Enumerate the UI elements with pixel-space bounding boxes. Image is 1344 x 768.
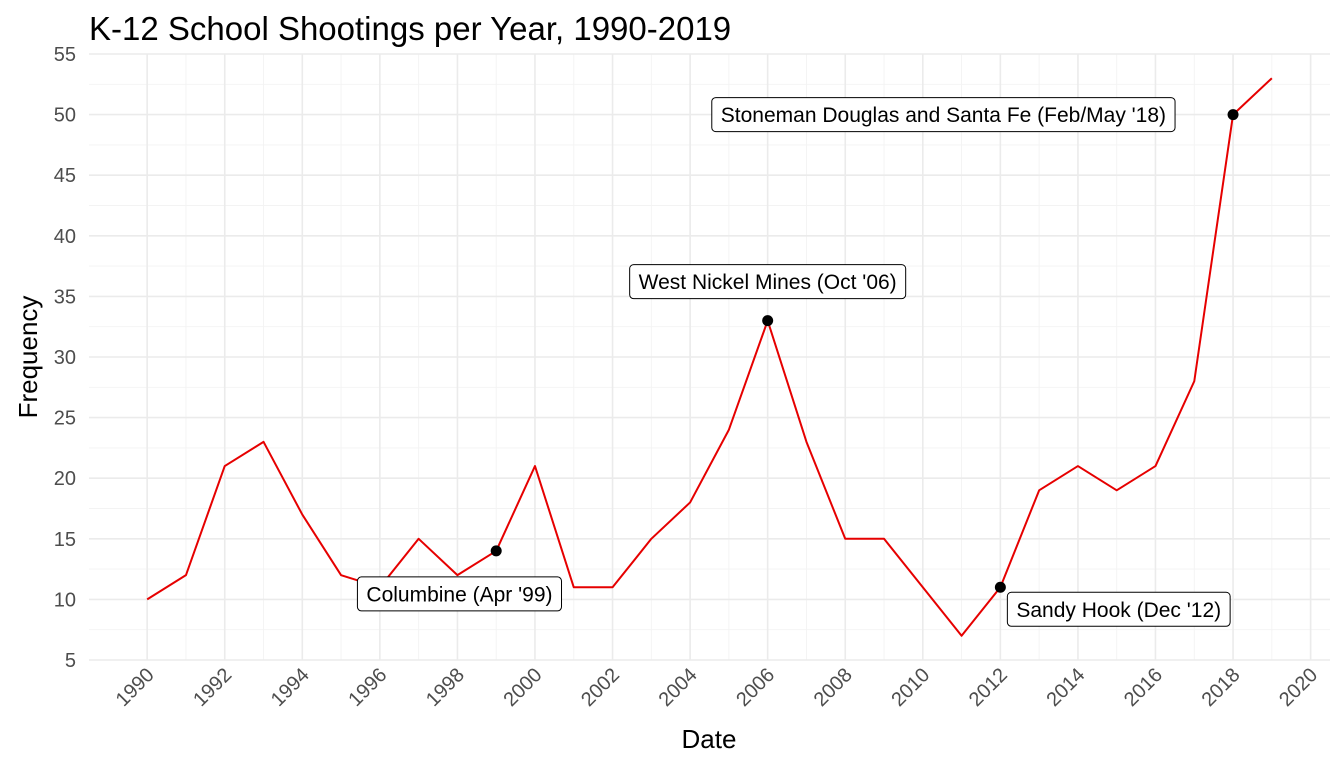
- y-axis-title: Frequency: [13, 296, 43, 419]
- y-tick-label: 5: [65, 650, 76, 672]
- annotation-label: West Nickel Mines (Oct '06): [639, 271, 897, 294]
- annotation-label: Stoneman Douglas and Santa Fe (Feb/May '…: [721, 104, 1166, 127]
- series-line: [146, 77, 1273, 637]
- x-tick-label: 2014: [1042, 664, 1089, 711]
- y-axis-ticks: 5 10 15 20 25 30 35 40 45 50 55: [54, 44, 76, 672]
- x-tick-label: 2008: [810, 664, 857, 711]
- x-tick-label: 1996: [344, 664, 391, 711]
- x-tick-label: 1998: [422, 664, 469, 711]
- y-tick-label: 40: [54, 226, 76, 248]
- y-tick-label: 45: [54, 165, 76, 187]
- y-tick-label: 35: [54, 286, 76, 308]
- annotation: West Nickel Mines (Oct '06): [629, 264, 907, 327]
- annotation-box: [356, 576, 563, 612]
- y-tick-label: 15: [54, 529, 76, 551]
- annotations: Columbine (Apr '99) West Nickel Mines (Oc…: [356, 97, 1239, 627]
- x-axis-title: Date: [682, 724, 737, 754]
- annotation-box: [711, 97, 1176, 133]
- annotation-box: [1006, 591, 1231, 627]
- x-tick-label: 2018: [1198, 664, 1245, 711]
- x-tick-label: 1990: [112, 664, 159, 711]
- y-tick-label: 25: [54, 408, 76, 430]
- annotation-label: Sandy Hook (Dec '12): [1016, 599, 1221, 622]
- y-tick-label: 55: [54, 44, 76, 66]
- x-tick-label: 1992: [189, 664, 236, 711]
- series-line-group: [146, 77, 1273, 637]
- data-point-marker: [1227, 109, 1239, 121]
- x-tick-label: 2000: [499, 664, 546, 711]
- x-axis-ticks: 1990 1992 1994 1996 1998 2000 2002 2004 2006 2008…: [112, 664, 1322, 711]
- y-tick-label: 30: [54, 347, 76, 369]
- grid: [89, 53, 1330, 661]
- annotation: Columbine (Apr '99): [356, 545, 563, 612]
- x-tick-label: 2020: [1275, 664, 1322, 711]
- data-point-marker: [994, 581, 1006, 593]
- data-point-marker: [762, 315, 774, 327]
- annotation: Sandy Hook (Dec '12): [994, 581, 1231, 627]
- x-tick-label: 2010: [887, 664, 934, 711]
- y-tick-label: 20: [54, 468, 76, 490]
- annotation: Stoneman Douglas and Santa Fe (Feb/May '…: [711, 97, 1239, 133]
- y-tick-label: 10: [54, 589, 76, 611]
- x-tick-label: 2006: [732, 664, 779, 711]
- x-tick-label: 1994: [267, 664, 314, 711]
- annotation-label: Columbine (Apr '99): [366, 583, 552, 606]
- x-tick-label: 2004: [655, 664, 702, 711]
- x-tick-label: 2012: [965, 664, 1012, 711]
- x-tick-label: 2002: [577, 664, 624, 711]
- annotation-box: [629, 264, 907, 300]
- chart-title: K-12 School Shootings per Year, 1990-201…: [89, 10, 731, 47]
- data-point-marker: [490, 545, 502, 557]
- y-tick-label: 50: [54, 105, 76, 127]
- x-tick-label: 2016: [1120, 664, 1167, 711]
